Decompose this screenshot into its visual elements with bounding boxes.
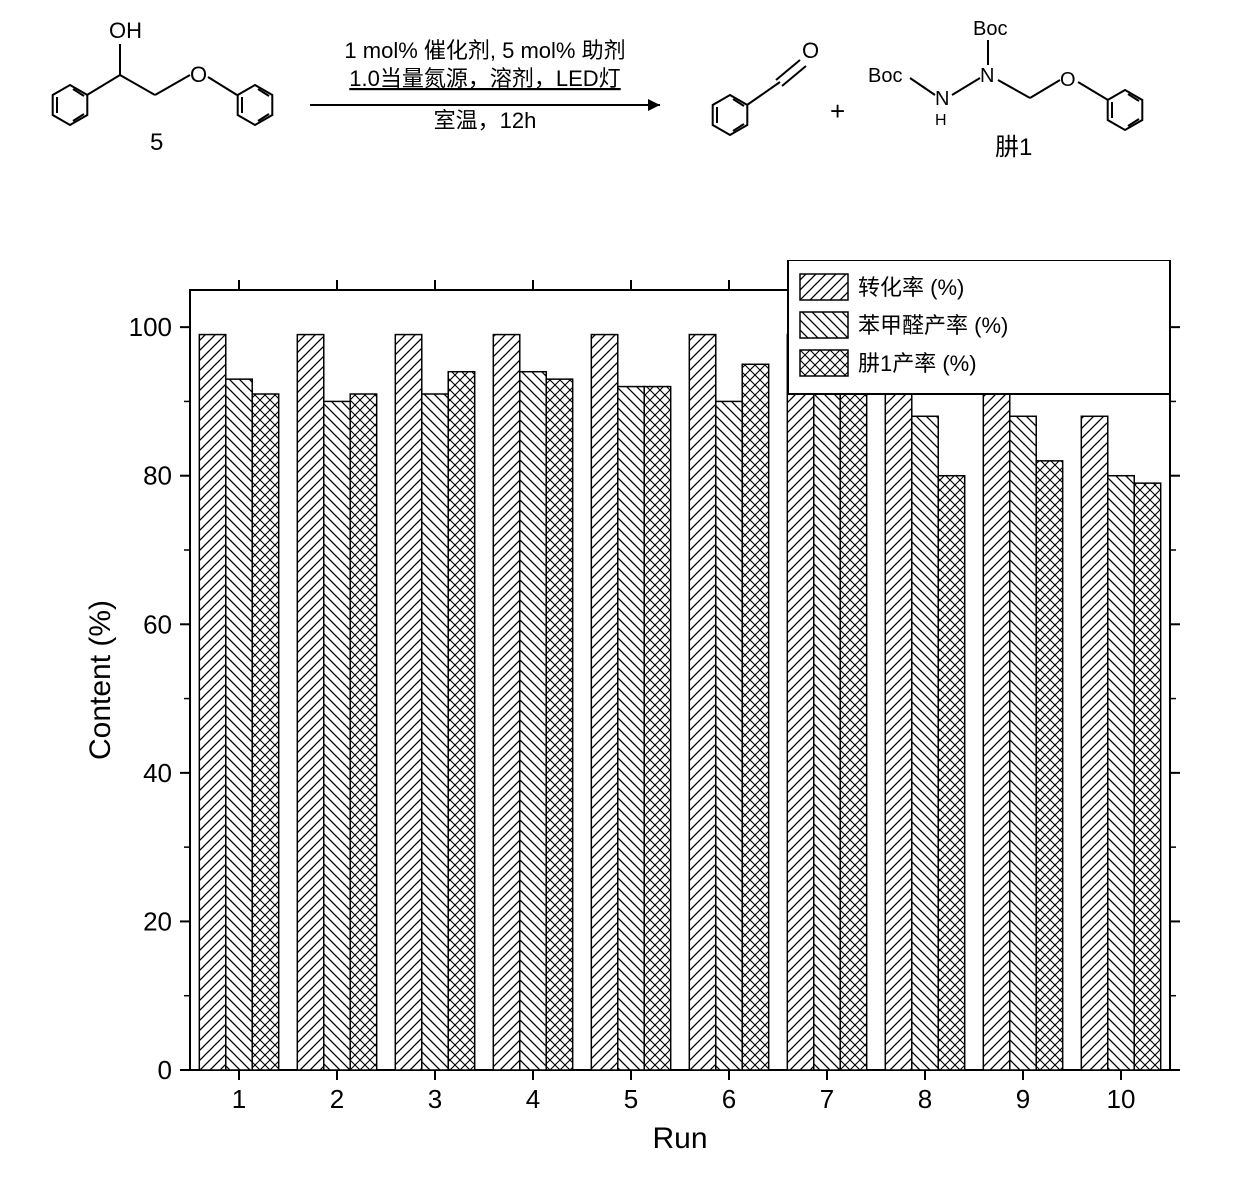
ytick-label: 0: [158, 1055, 172, 1085]
bar: [1036, 461, 1062, 1070]
ytick-label: 20: [143, 906, 172, 936]
legend-swatch: [800, 274, 848, 300]
product2-label: 肼1: [995, 134, 1032, 161]
bar: [742, 364, 768, 1070]
bar: [1081, 416, 1107, 1070]
xlabel: Run: [652, 1122, 707, 1155]
nh-label: H: [935, 112, 947, 129]
bar: [546, 379, 572, 1070]
aldehyde-o: O: [802, 38, 819, 63]
bar: [350, 394, 376, 1070]
svg-text:O: O: [190, 62, 207, 87]
bar: [448, 372, 474, 1070]
bar: [520, 372, 546, 1070]
bar: [591, 335, 617, 1070]
bar: [840, 387, 866, 1070]
plus-sign: +: [830, 96, 845, 126]
bar: [689, 335, 715, 1070]
bar: [493, 335, 519, 1070]
xtick-label: 10: [1107, 1084, 1136, 1114]
xtick-label: 7: [820, 1084, 834, 1114]
bar: [252, 394, 278, 1070]
reactant-label: 5: [150, 129, 163, 156]
oh-label: OH: [109, 18, 142, 43]
cond-line-1: 1 mol% 催化剂, 5 mol% 助剂: [344, 38, 625, 63]
bar: [1134, 483, 1160, 1070]
bar: [644, 387, 670, 1070]
bar: [885, 349, 911, 1070]
xtick-label: 2: [330, 1084, 344, 1114]
bar-chart: 0 20 40 60 80 100 Content (%) 1 2 3 4 5 6 7 8 9 10 Run 转化…: [70, 260, 1190, 1160]
legend-label: 肼1产率 (%): [858, 351, 977, 376]
bar: [618, 387, 644, 1070]
bar: [787, 335, 813, 1070]
boc-label-2: Boc: [973, 18, 1007, 40]
cond-line-3: 室温，12h: [434, 108, 537, 133]
legend-label: 苯甲醛产率 (%): [858, 313, 1008, 338]
xtick-label: 6: [722, 1084, 736, 1114]
ytick-label: 40: [143, 758, 172, 788]
bar: [324, 401, 350, 1070]
legend-label: 转化率 (%): [858, 275, 964, 300]
ytick-label: 60: [143, 609, 172, 639]
ytick-label: 100: [129, 312, 172, 342]
ylabel: Content (%): [84, 600, 117, 760]
n-label-1: N: [935, 88, 949, 110]
xtick-label: 9: [1016, 1084, 1030, 1114]
bar: [814, 364, 840, 1070]
bar: [938, 476, 964, 1070]
legend-swatch: [800, 350, 848, 376]
bar: [983, 379, 1009, 1070]
xtick-label: 5: [624, 1084, 638, 1114]
bar: [1108, 476, 1134, 1070]
xtick-label: 1: [232, 1084, 246, 1114]
bar: [912, 416, 938, 1070]
bar: [716, 401, 742, 1070]
reaction-scheme: OH O 5 1 mol% 催化剂, 5 mol% 助剂 1.0当量氮源，溶剂，…: [30, 10, 1210, 180]
bar: [395, 335, 421, 1070]
xtick-label: 3: [428, 1084, 442, 1114]
bar: [199, 335, 225, 1070]
svg-text:O: O: [1060, 69, 1076, 91]
xtick-label: 8: [918, 1084, 932, 1114]
ytick-label: 80: [143, 461, 172, 491]
legend-swatch: [800, 312, 848, 338]
boc-label-1: Boc: [868, 65, 902, 87]
n-label-2: N: [980, 65, 994, 87]
cond-line-2: 1.0当量氮源，溶剂，LED灯: [349, 66, 620, 91]
xtick-label: 4: [526, 1084, 540, 1114]
bar: [1010, 416, 1036, 1070]
bar: [297, 335, 323, 1070]
bar: [422, 394, 448, 1070]
bar: [226, 379, 252, 1070]
